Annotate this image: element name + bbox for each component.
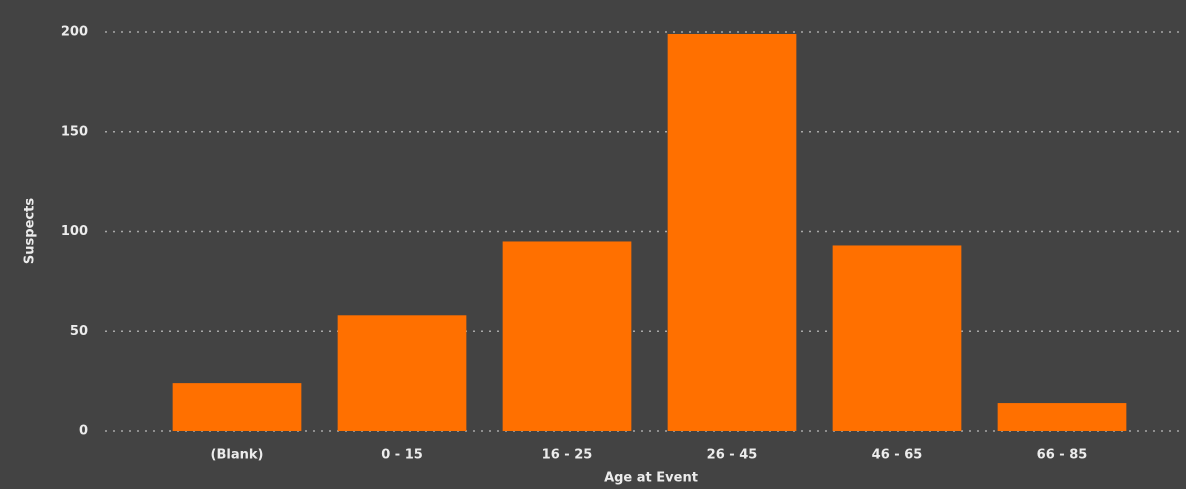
x-axis-title: Age at Event [604,471,698,486]
bar [502,241,632,431]
x-tick-label: 26 - 45 [707,448,758,463]
y-axis-title: Suspects [23,198,38,264]
bar [667,33,797,432]
x-tick-label: 46 - 65 [872,448,923,463]
bar [172,383,302,431]
bar [337,315,467,431]
x-tick-label: 66 - 85 [1037,448,1088,463]
y-tick-label: 50 [70,324,88,339]
bar [832,245,962,431]
bar [997,403,1127,431]
x-tick-label: (Blank) [211,448,264,463]
y-tick-label: 0 [79,424,88,439]
y-tick-label: 200 [61,25,88,40]
y-tick-label: 150 [61,124,88,139]
x-tick-label: 16 - 25 [542,448,593,463]
x-tick-label: 0 - 15 [381,448,423,463]
y-tick-label: 100 [61,224,88,239]
